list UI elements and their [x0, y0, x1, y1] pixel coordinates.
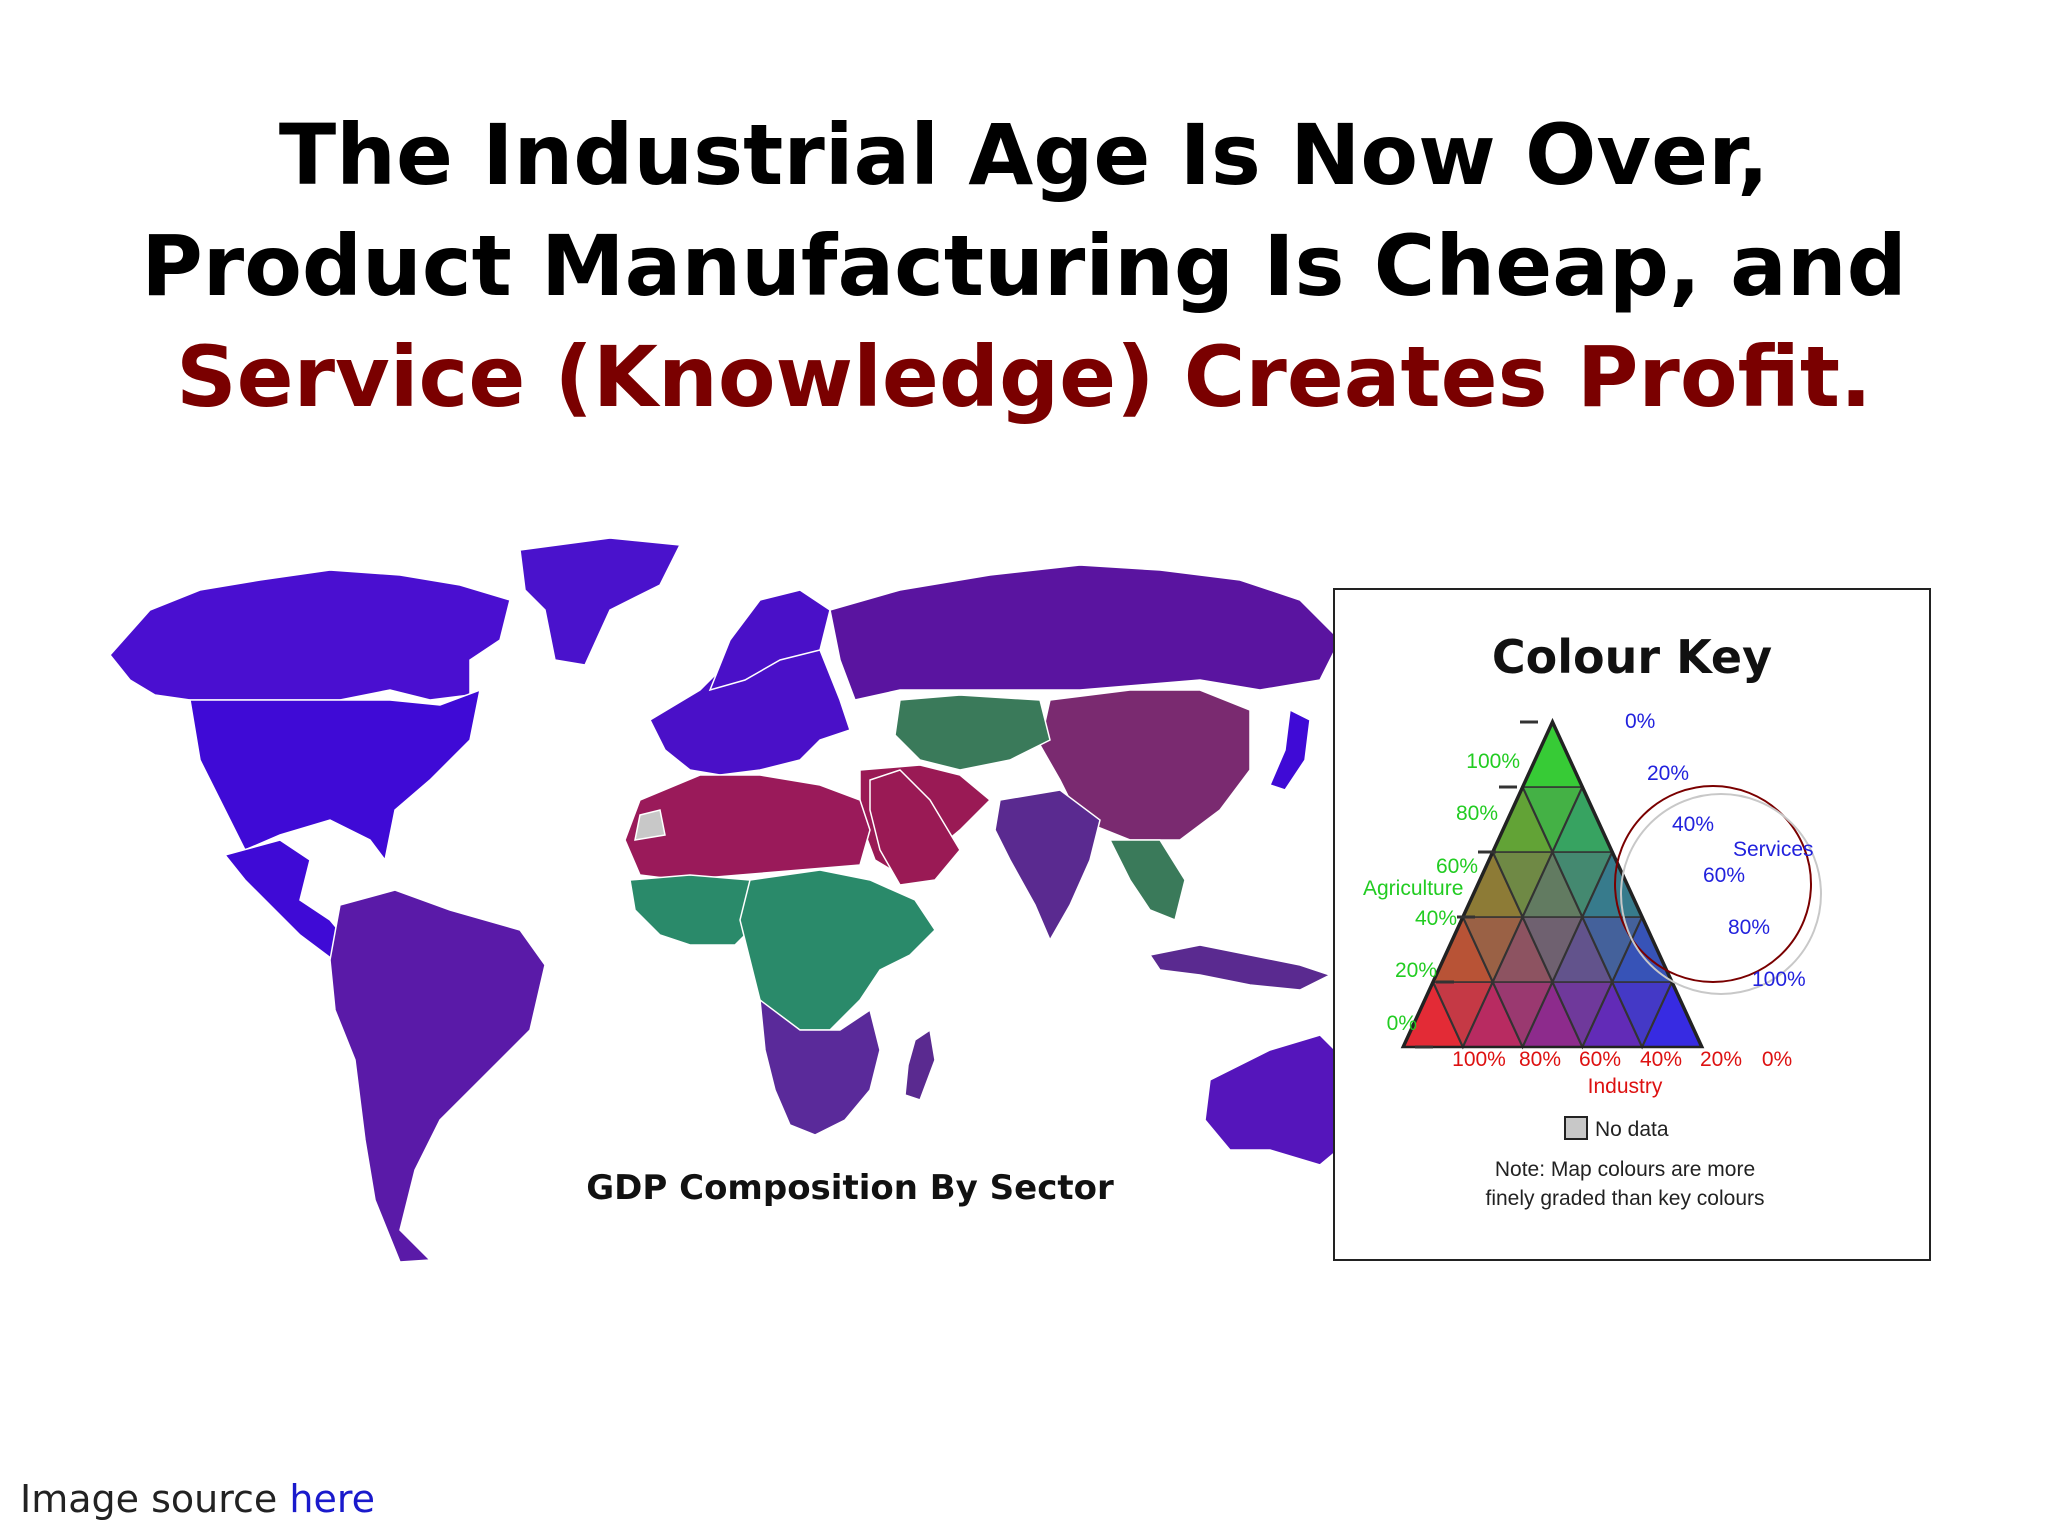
industry-tick-5: 0%	[1762, 1048, 1792, 1071]
map-region-southern-africa	[759, 998, 881, 1136]
map-region-southeast-asia	[1108, 839, 1186, 922]
agriculture-tick-0: 100%	[1466, 750, 1520, 773]
agriculture-tick-1: 80%	[1456, 802, 1498, 825]
industry-tick-1: 80%	[1519, 1048, 1561, 1071]
key-note-line-1: Note: Map colours are more	[1495, 1158, 1755, 1181]
industry-tick-3: 40%	[1640, 1048, 1682, 1071]
ternary-key: 100% 80% 60% 40% 20% 0% Agriculture 0% 2…	[1363, 710, 1822, 1210]
map-region-north-africa	[624, 774, 871, 881]
key-note-line-2: finely graded than key colours	[1486, 1187, 1765, 1210]
no-data-label: No data	[1595, 1118, 1669, 1141]
title-line-3: Service (Knowledge) Creates Profit.	[176, 328, 1872, 426]
no-data-swatch	[1564, 1116, 1588, 1140]
industry-tick-2: 60%	[1579, 1048, 1621, 1071]
key-triangle-outline	[1400, 717, 1705, 1049]
map-region-canada	[109, 569, 511, 701]
map-region-no-data	[634, 809, 666, 841]
services-highlight-ring	[1614, 785, 1812, 983]
map-region-russia	[829, 564, 1341, 701]
map-region-south-america	[329, 889, 546, 1263]
map-region-indonesia	[1148, 944, 1332, 991]
map-region-usa	[189, 688, 482, 862]
services-tick-1: 20%	[1647, 762, 1689, 785]
agriculture-tick-5: 0%	[1387, 1012, 1417, 1035]
map-region-central-africa	[739, 869, 936, 1031]
map-region-madagascar	[904, 1028, 936, 1101]
services-tick-0: 0%	[1625, 710, 1655, 733]
services-highlight-ring-shadow	[1620, 793, 1822, 995]
world-map	[109, 537, 1351, 1263]
title-line-2: Product Manufacturing Is Cheap, and	[141, 217, 1907, 315]
map-region-australia	[1204, 1034, 1351, 1166]
agriculture-tick-3: 40%	[1415, 907, 1457, 930]
map-region-central-asia	[894, 694, 1051, 771]
title-line-1: The Industrial Age Is Now Over,	[278, 106, 1770, 204]
map-region-greenland	[519, 537, 682, 666]
agriculture-label: Agriculture	[1363, 877, 1463, 900]
services-tick-2: 40%	[1672, 813, 1714, 836]
agriculture-tick-2: 60%	[1436, 855, 1478, 878]
map-region-china	[1039, 689, 1251, 841]
services-label: Services	[1733, 838, 1814, 861]
map-caption: GDP Composition By Sector	[586, 1168, 1114, 1208]
map-region-west-africa	[629, 874, 761, 946]
image-source-credit: Image source here	[20, 1477, 375, 1521]
key-cell-24	[1521, 719, 1584, 788]
services-tick-4: 80%	[1728, 916, 1770, 939]
slide-title: The Industrial Age Is Now Over, Product …	[0, 100, 2048, 433]
map-region-japan	[1268, 708, 1311, 791]
industry-tick-0: 100%	[1452, 1048, 1506, 1071]
services-tick-3: 60%	[1703, 864, 1745, 887]
colour-key-panel: Colour Key 100% 80% 60% 40% 20% 0% Agric…	[1333, 588, 1931, 1261]
colour-key-title: Colour Key	[1491, 630, 1773, 684]
image-source-text: Image source	[20, 1477, 290, 1521]
industry-label: Industry	[1588, 1075, 1663, 1098]
industry-tick-4: 20%	[1700, 1048, 1742, 1071]
map-region-arabia	[869, 769, 961, 886]
map-region-india	[994, 789, 1101, 942]
image-source-link[interactable]: here	[289, 1477, 375, 1521]
services-tick-5: 100%	[1752, 968, 1806, 991]
agriculture-tick-4: 20%	[1395, 959, 1437, 982]
